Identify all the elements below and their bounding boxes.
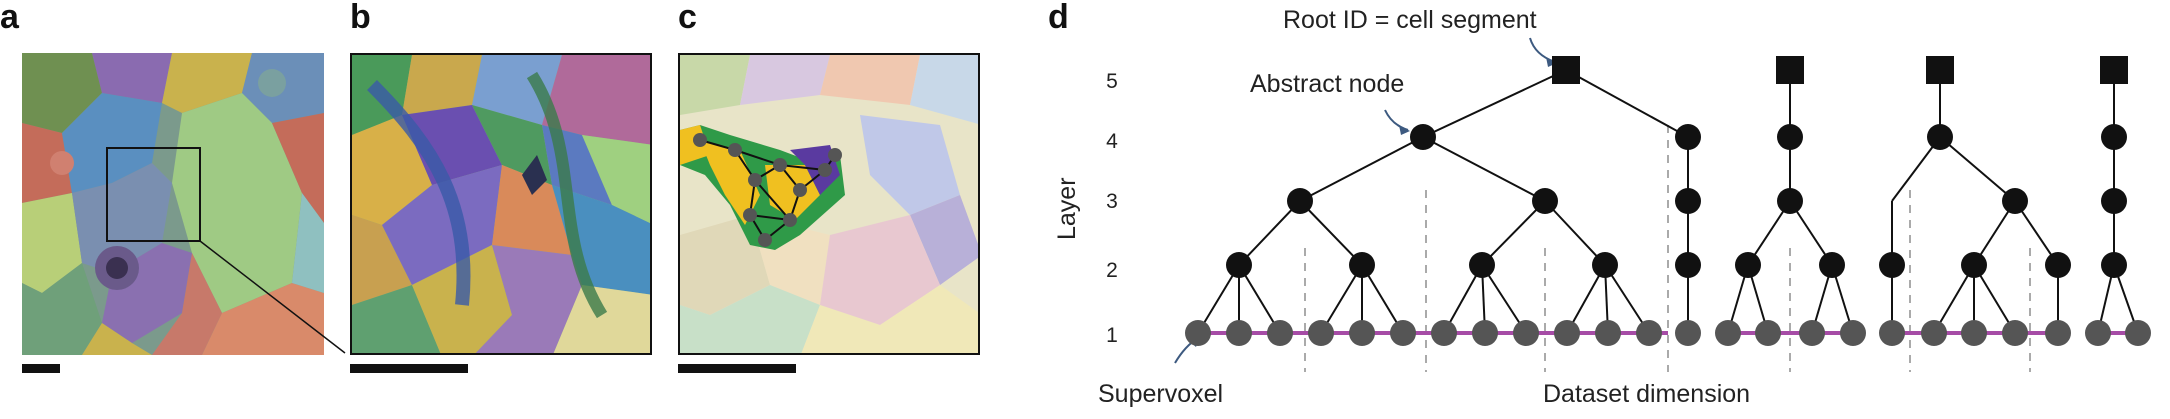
- layer4-node: [1927, 124, 1953, 150]
- supervoxel-node: [1636, 320, 1662, 346]
- zoom-connector-lines: [199, 240, 346, 354]
- supervoxel-node: [1554, 320, 1580, 346]
- supervoxel-node: [1349, 320, 1375, 346]
- supervoxel-node: [1513, 320, 1539, 346]
- layer3-node: [1777, 188, 1803, 214]
- scale-bar-b: [350, 364, 468, 373]
- layer-axis-label: Layer: [1053, 177, 1081, 240]
- abstract-node-label: Abstract node: [1250, 70, 1404, 98]
- layer2-node: [1735, 252, 1761, 278]
- em-segmentation-image-b: [350, 53, 652, 355]
- layer4-node: [1675, 124, 1701, 150]
- layer2-node: [1592, 252, 1618, 278]
- supervoxel-node: [2045, 320, 2071, 346]
- abstract-nodes: [1226, 124, 2127, 278]
- layer2-node: [1226, 252, 1252, 278]
- layer2-node: [1675, 252, 1701, 278]
- supervoxel-node: [1308, 320, 1334, 346]
- supervoxel-node: [1799, 320, 1825, 346]
- hierarchy-diagram: Root ID = cell segment Abstract node Sup…: [1053, 6, 2151, 408]
- supervoxel-node: [2085, 320, 2111, 346]
- layer3-node: [2002, 188, 2028, 214]
- supervoxel-graph-image-c: [678, 53, 980, 355]
- layer2-node: [2101, 252, 2127, 278]
- dimension-dividers: [1304, 125, 2031, 372]
- root-node: [1552, 56, 1580, 84]
- layer2-node: [1349, 252, 1375, 278]
- layer-ticks: 5 4 3 2 1: [1106, 70, 1118, 347]
- layer-tick-3: 3: [1106, 190, 1118, 213]
- root-node: [2100, 56, 2128, 84]
- panel-label-b: b: [350, 0, 371, 36]
- layer4-node: [1410, 124, 1436, 150]
- supervoxel-label: Supervoxel: [1098, 380, 1223, 408]
- panel-label-d: d: [1048, 0, 1069, 36]
- scale-bar-c: [678, 364, 796, 373]
- panel-label-c: c: [678, 0, 697, 36]
- layer4-node: [1777, 124, 1803, 150]
- supervoxel-node: [1390, 320, 1416, 346]
- root-nodes: [1552, 56, 2128, 84]
- layer4-node: [2101, 124, 2127, 150]
- supervoxel-node: [1267, 320, 1293, 346]
- supervoxel-node: [1840, 320, 1866, 346]
- supervoxel-node: [1921, 320, 1947, 346]
- layer3-node: [1287, 188, 1313, 214]
- layer3-node: [1532, 188, 1558, 214]
- supervoxel-node: [1472, 320, 1498, 346]
- supervoxel-node: [1961, 320, 1987, 346]
- layer3-node: [2101, 188, 2127, 214]
- supervoxel-nodes: [1185, 320, 2151, 346]
- supervoxel-node: [2002, 320, 2028, 346]
- supervoxel-node: [1226, 320, 1252, 346]
- layer-tick-1: 1: [1106, 324, 1118, 347]
- root-node: [1776, 56, 1804, 84]
- em-segmentation-image-a: [22, 53, 324, 355]
- layer2-node: [1819, 252, 1845, 278]
- layer2-node: [2045, 252, 2071, 278]
- layer2-node: [1961, 252, 1987, 278]
- dataset-dimension-label: Dataset dimension: [1543, 380, 1750, 408]
- root-id-label: Root ID = cell segment: [1283, 6, 1537, 34]
- supervoxel-node: [1879, 320, 1905, 346]
- layer2-node: [1469, 252, 1495, 278]
- supervoxel-node: [1675, 320, 1701, 346]
- supervoxel-node: [1755, 320, 1781, 346]
- supervoxel-node: [1715, 320, 1741, 346]
- supervoxel-node: [1431, 320, 1457, 346]
- supervoxel-node: [2125, 320, 2151, 346]
- layer-tick-2: 2: [1106, 259, 1118, 282]
- supervoxel-node: [1185, 320, 1211, 346]
- layer3-node: [1675, 188, 1701, 214]
- layer2-node: [1879, 252, 1905, 278]
- panel-label-a: a: [0, 0, 19, 36]
- layer-tick-4: 4: [1106, 130, 1118, 153]
- scale-bar-a: [22, 364, 60, 373]
- layer-tick-5: 5: [1106, 70, 1118, 93]
- supervoxel-node: [1595, 320, 1621, 346]
- root-node: [1926, 56, 1954, 84]
